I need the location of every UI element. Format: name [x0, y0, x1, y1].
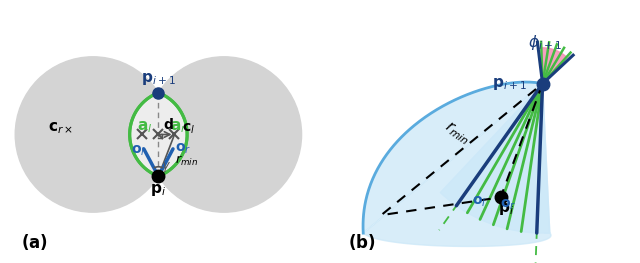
Text: $\mathbf{o}_l$: $\mathbf{o}_l$ — [131, 144, 145, 158]
Text: $\mathbf{c}_l$: $\mathbf{c}_l$ — [182, 122, 195, 136]
Text: $\mathbf{p}_{i+1}$: $\mathbf{p}_{i+1}$ — [141, 71, 176, 87]
Polygon shape — [130, 93, 187, 176]
Text: $\mathbf{p}_i$: $\mathbf{p}_i$ — [150, 182, 166, 198]
Text: $\mathbf{p}_i$: $\mathbf{p}_i$ — [497, 201, 513, 217]
Text: $\mathbf{p}_{i+1}$: $\mathbf{p}_{i+1}$ — [492, 76, 527, 92]
Text: $\gamma$: $\gamma$ — [161, 160, 171, 174]
Text: $\mathbf{(a)}$: $\mathbf{(a)}$ — [21, 232, 48, 252]
Text: $\mathbf{o}_r$: $\mathbf{o}_r$ — [500, 198, 516, 212]
Polygon shape — [363, 82, 551, 246]
Text: $\phi_{i+1}$: $\phi_{i+1}$ — [527, 33, 561, 52]
Polygon shape — [440, 84, 550, 233]
Text: $\mathbf{d}$: $\mathbf{d}$ — [163, 117, 173, 132]
Polygon shape — [541, 48, 566, 84]
Text: $\mathbf{c}_{r\times}$: $\mathbf{c}_{r\times}$ — [48, 120, 73, 136]
Text: $\mathbf{a}_r$: $\mathbf{a}_r$ — [170, 119, 188, 135]
Text: $\mathbf{o}_l$: $\mathbf{o}_l$ — [472, 194, 486, 209]
Text: $\mathbf{o}_r$: $\mathbf{o}_r$ — [175, 142, 191, 156]
Circle shape — [146, 57, 301, 212]
Text: $r_{min}$: $r_{min}$ — [175, 154, 198, 169]
Text: $\boldsymbol{r_{min}}$: $\boldsymbol{r_{min}}$ — [441, 119, 473, 148]
Circle shape — [15, 57, 171, 212]
Text: $\mathbf{a}_l$: $\mathbf{a}_l$ — [137, 119, 152, 135]
Text: $\mathbf{(b)}$: $\mathbf{(b)}$ — [348, 232, 376, 252]
